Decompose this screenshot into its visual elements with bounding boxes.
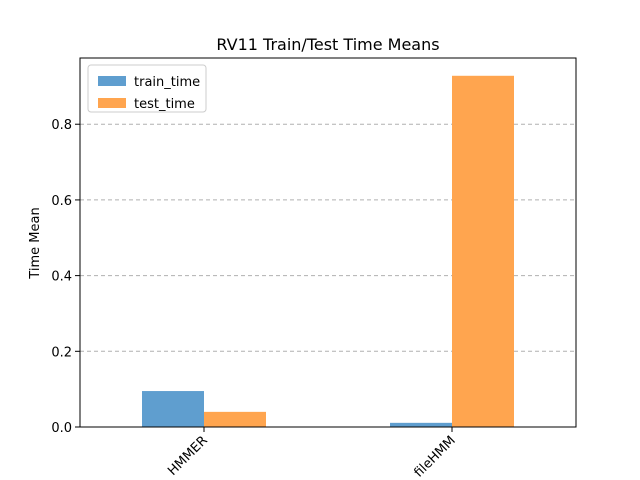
x-tick-label: HMMER xyxy=(165,433,211,479)
x-axis: HMMER fileHMM xyxy=(165,427,459,480)
y-tick-label: 0.0 xyxy=(51,421,72,436)
y-tick-label: 0.6 xyxy=(51,194,72,209)
y-axis: 0.0 0.2 0.4 0.6 0.8 xyxy=(51,118,80,436)
y-tick-label: 0.2 xyxy=(51,345,72,360)
plot-frame xyxy=(79,57,577,428)
bar-test_time-fileHMM xyxy=(452,75,514,427)
legend-swatch-train_time xyxy=(98,76,126,86)
bar-train_time-fileHMM xyxy=(390,422,452,427)
chart-title: RV11 Train/Test Time Means xyxy=(216,35,439,54)
x-tick-label: fileHMM xyxy=(411,433,458,480)
legend-swatch-test_time xyxy=(98,98,126,108)
bar-test_time-HMMER xyxy=(204,411,266,427)
y-axis-title: Time Mean xyxy=(28,207,43,279)
y-tick-label: 0.8 xyxy=(51,118,72,133)
bar-train_time-HMMER xyxy=(142,391,204,427)
y-tick-label: 0.4 xyxy=(51,270,72,285)
legend-label-train_time: train_time xyxy=(134,75,200,90)
legend: train_time test_time xyxy=(87,64,207,113)
legend-label-test_time: test_time xyxy=(134,97,195,112)
bars xyxy=(142,75,514,427)
